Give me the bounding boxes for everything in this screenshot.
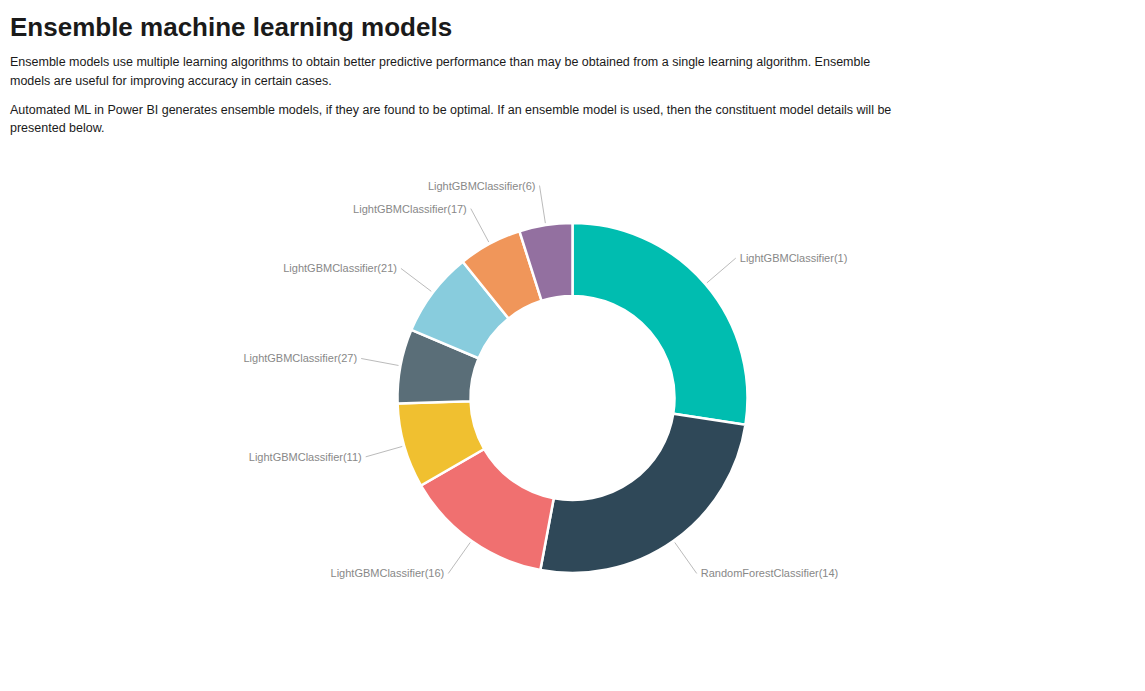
svg-text:LightGBMClassifier(21): LightGBMClassifier(21): [283, 262, 397, 274]
svg-text:LightGBMClassifier(27): LightGBMClassifier(27): [243, 352, 357, 364]
svg-text:LightGBMClassifier(16): LightGBMClassifier(16): [331, 567, 445, 579]
html-text:Ensemble machine learning mode: Ensemble machine learning models: [10, 12, 453, 42]
svg-text:LightGBMClassifier(6): LightGBMClassifier(6): [428, 180, 536, 192]
html-text:Automated ML in Power BI gener: Automated ML in Power BI generates ensem…: [10, 102, 892, 136]
svg-text:LightGBMClassifier(11): LightGBMClassifier(11): [249, 451, 362, 463]
svg-text:LightGBMClassifier(17): LightGBMClassifier(17): [353, 203, 467, 215]
html-text:Ensemble models use multiple l: Ensemble models use multiple learning al…: [10, 55, 871, 88]
svg-text:LightGBMClassifier(1): LightGBMClassifier(1): [740, 252, 848, 264]
svg-text:RandomForestClassifier(14): RandomForestClassifier(14): [701, 567, 839, 579]
